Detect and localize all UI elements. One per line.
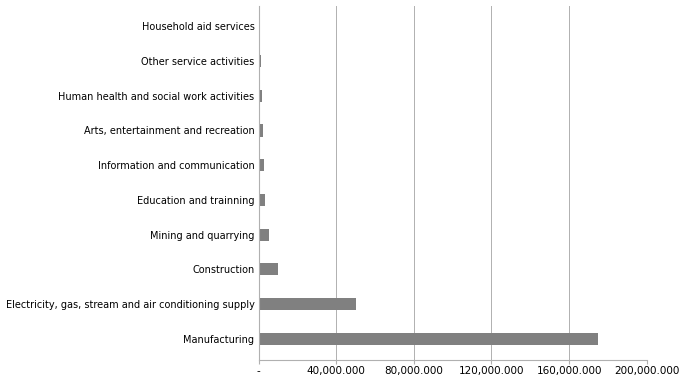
- Bar: [259, 228, 269, 241]
- Bar: [259, 263, 278, 275]
- Bar: [259, 125, 264, 136]
- Bar: [259, 159, 264, 171]
- Bar: [259, 194, 265, 206]
- Bar: [259, 298, 356, 310]
- Bar: [259, 20, 260, 32]
- Bar: [259, 90, 262, 102]
- Bar: [259, 55, 260, 67]
- Bar: [259, 333, 598, 345]
